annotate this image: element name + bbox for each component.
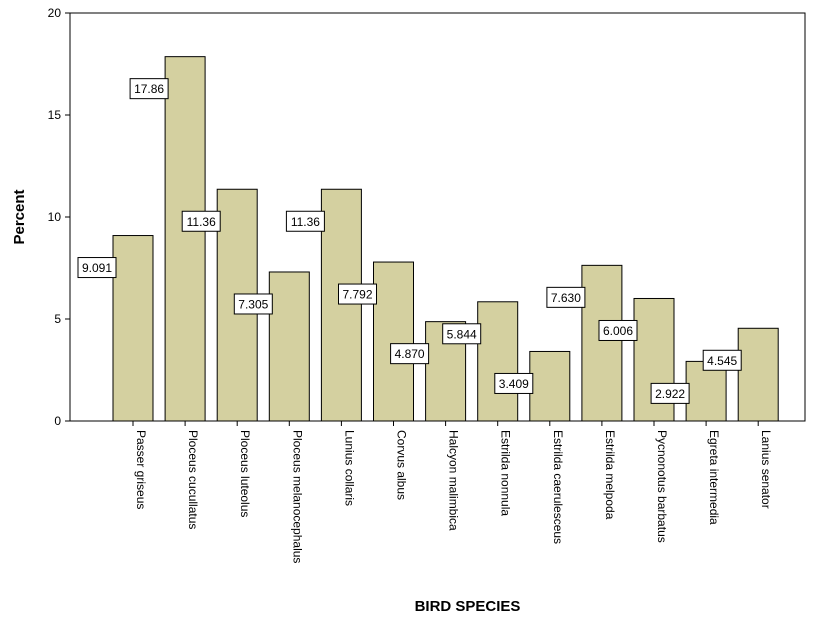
data-label-text: 5.844	[447, 327, 477, 341]
data-label-box	[233, 293, 273, 315]
data-label: 11.36	[181, 210, 221, 232]
data-label-box	[702, 349, 742, 371]
bar	[320, 188, 362, 422]
x-axis: Passer griseus Ploceus cucullatus Ploceus …	[132, 421, 773, 563]
data-label-box	[442, 323, 482, 345]
bar	[529, 350, 571, 422]
x-axis-title: BIRD SPECIES	[415, 598, 521, 615]
bar	[164, 56, 206, 422]
x-tick-label: Egreta intermedia	[707, 430, 721, 525]
data-label-text: 11.36	[187, 215, 216, 229]
y-tick-label: 0	[54, 414, 61, 428]
data-label-box	[77, 257, 117, 279]
data-label-box	[338, 283, 377, 305]
x-tick-label: Ploceus luteolus	[238, 430, 252, 517]
data-label-box	[650, 382, 690, 404]
data-label-text: 11.36	[291, 215, 320, 229]
data-label-text: 7.305	[238, 297, 268, 311]
data-label-text: 2.922	[655, 387, 685, 401]
y-tick-label: 10	[48, 210, 62, 224]
data-label-text: 17.86	[134, 82, 164, 96]
y-tick-label: 15	[48, 108, 62, 122]
x-tick-label: Ploceus cucullatus	[186, 430, 200, 529]
x-tick-label: Corvus albus	[395, 430, 409, 500]
y-tick-label: 5	[54, 312, 61, 326]
x-tick-label: Estrilda caerulesceus	[551, 430, 565, 544]
bar	[373, 261, 414, 422]
data-label-text: 4.545	[707, 354, 737, 368]
x-tick-label: Ploceus melanocephalus	[290, 430, 304, 563]
data-label: 6.006	[598, 319, 638, 341]
x-tick-label: Lanius senator	[759, 430, 773, 509]
data-label: 7.630	[546, 286, 586, 308]
x-tick-label: Lunius collaris	[342, 430, 356, 506]
data-label: 17.86	[129, 78, 169, 100]
data-label-box	[181, 210, 221, 232]
data-label: 9.091	[77, 257, 117, 279]
data-label: 11.36	[285, 210, 325, 232]
bars	[112, 56, 779, 422]
y-tick-label: 20	[48, 6, 62, 20]
data-label: 5.844	[442, 323, 482, 345]
data-label-box	[494, 372, 534, 394]
data-label-box	[285, 210, 325, 232]
data-label: 4.870	[390, 343, 430, 365]
x-tick-label: Halcyon malimbica	[447, 430, 461, 531]
y-axis-title: Percent	[11, 189, 28, 244]
data-label-box	[546, 286, 586, 308]
data-label-box	[598, 319, 638, 341]
data-label-text: 7.792	[342, 288, 372, 302]
bar	[477, 301, 519, 422]
bar	[112, 235, 154, 422]
data-label-text: 6.006	[603, 324, 633, 338]
data-label-text: 4.870	[395, 347, 425, 361]
x-tick-label: Estrilda nonnula	[499, 430, 513, 516]
bar	[268, 271, 310, 422]
data-label-text: 9.091	[82, 261, 112, 275]
bar	[581, 264, 623, 422]
data-label-text: 7.630	[551, 291, 581, 305]
y-axis: 0 5 10 15 20	[48, 6, 70, 428]
data-labels: 9.091 17.86 11.36 7.305 11.36 7.792 4.870 5.844…	[77, 78, 742, 404]
bar	[737, 327, 779, 422]
data-label-box	[129, 78, 169, 100]
data-label: 7.792	[338, 283, 377, 305]
data-label: 3.409	[494, 372, 534, 394]
data-label: 7.305	[233, 293, 273, 315]
x-tick-label: Passer griseus	[134, 430, 148, 509]
data-label: 4.545	[702, 349, 742, 371]
x-tick-label: Pycnonotus barbatus	[655, 430, 669, 543]
data-label: 2.922	[650, 382, 690, 404]
x-tick-label: Estrilda melpoda	[603, 430, 617, 520]
data-label-text: 3.409	[499, 377, 529, 391]
data-label-box	[390, 343, 430, 365]
